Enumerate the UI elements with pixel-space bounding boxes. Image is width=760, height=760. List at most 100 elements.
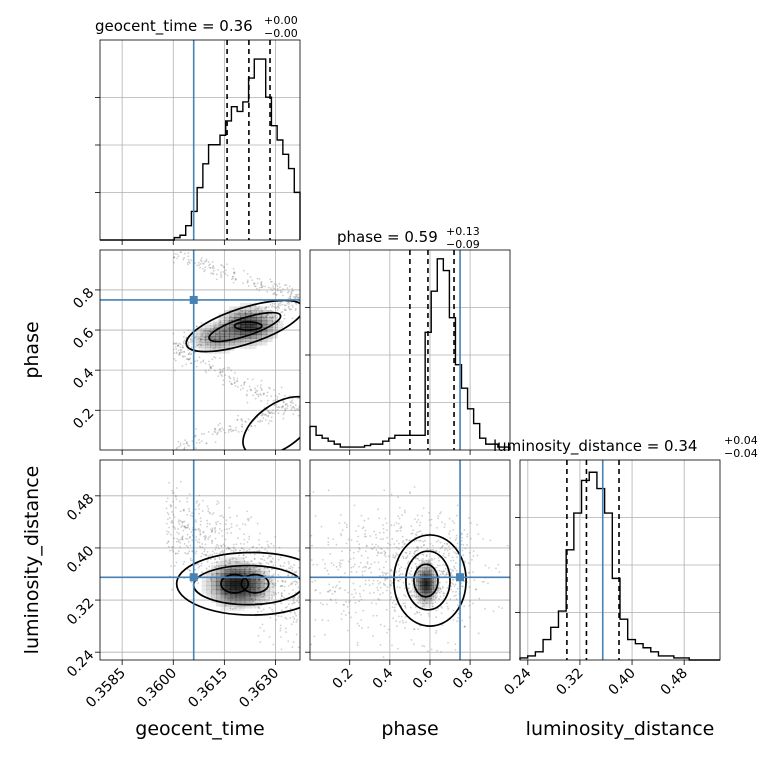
sample-point-luminosity-distance-vs-phase-main — [387, 555, 390, 558]
density-cell-luminosity-distance-vs-phase — [424, 559, 428, 564]
sample-point-luminosity-distance-vs-geocent-time — [182, 509, 185, 512]
sample-point-phase-vs-geocent-time-upper — [204, 269, 206, 271]
xtick-label-geocent-time-1: 0.3600 — [134, 665, 180, 711]
sample-point-luminosity-distance-vs-phase-main — [453, 595, 456, 598]
density-cell-phase-vs-geocent-time — [250, 324, 257, 329]
density-cell-phase-vs-geocent-time — [223, 320, 230, 325]
sample-point-luminosity-distance-vs-geocent-time — [271, 583, 274, 586]
sample-point-phase-vs-geocent-time-descending — [233, 382, 236, 385]
sample-point-luminosity-distance-vs-phase-tail — [367, 556, 369, 559]
sample-point-luminosity-distance-vs-phase-main — [442, 570, 445, 573]
sample-point-luminosity-distance-vs-phase-tail — [370, 563, 373, 566]
sample-point-luminosity-distance-vs-geocent-time — [189, 514, 192, 517]
sample-point-luminosity-distance-vs-phase-main — [425, 559, 428, 562]
sample-point-luminosity-distance-vs-geocent-time — [167, 540, 170, 543]
density-cell-phase-vs-geocent-time-b — [238, 342, 245, 346]
sample-point-phase-vs-geocent-time-middle — [295, 308, 297, 310]
sample-point-phase-vs-geocent-time-upper — [261, 285, 264, 288]
sample-point-luminosity-distance-vs-geocent-time — [188, 528, 191, 530]
density-cell-luminosity-distance-vs-geocent-time — [211, 569, 217, 574]
density-cell-luminosity-distance-vs-geocent-time-b — [226, 595, 232, 601]
sample-point-phase-vs-geocent-time-upper — [220, 274, 223, 277]
sample-point-luminosity-distance-vs-geocent-time — [169, 599, 172, 602]
sample-point-luminosity-distance-vs-phase-tail — [365, 544, 368, 547]
sample-point-luminosity-distance-vs-phase-main — [408, 583, 411, 586]
sample-point-luminosity-distance-vs-phase-main — [463, 529, 466, 531]
sample-point-luminosity-distance-vs-phase-tail — [330, 599, 332, 601]
sample-point-phase-vs-geocent-time-lower — [224, 431, 227, 434]
sample-point-luminosity-distance-vs-geocent-time — [227, 597, 230, 600]
sample-point-luminosity-distance-vs-geocent-time — [279, 627, 282, 630]
sample-point-luminosity-distance-vs-phase-tail — [346, 605, 349, 608]
sample-point-luminosity-distance-vs-phase-main — [404, 602, 407, 605]
sample-point-phase-vs-geocent-time-upper — [292, 289, 295, 292]
sample-point-luminosity-distance-vs-phase-tail — [376, 554, 379, 557]
xtick-label-geocent-time-3: 0.3630 — [236, 665, 282, 711]
sample-point-luminosity-distance-vs-geocent-time — [168, 481, 171, 484]
sample-point-phase-vs-geocent-time-lower — [214, 428, 217, 431]
sample-point-luminosity-distance-vs-phase-main — [416, 549, 419, 552]
sample-point-luminosity-distance-vs-phase-main — [416, 571, 419, 574]
sample-point-luminosity-distance-vs-geocent-time — [199, 533, 202, 535]
sample-point-luminosity-distance-vs-geocent-time — [272, 585, 275, 588]
sample-point-phase-vs-geocent-time-middle — [212, 335, 215, 338]
sample-point-luminosity-distance-vs-phase-main — [419, 573, 422, 576]
sample-point-luminosity-distance-vs-phase-main — [413, 552, 415, 555]
sample-point-luminosity-distance-vs-geocent-time — [171, 546, 174, 549]
xtick-label-luminosity-distance-2: 0.40 — [606, 665, 639, 698]
sample-point-phase-vs-geocent-time-descending — [228, 375, 231, 378]
sample-point-luminosity-distance-vs-phase-main — [446, 605, 449, 608]
sample-point-luminosity-distance-vs-phase-main — [404, 567, 407, 570]
sample-point-phase-vs-geocent-time-upper — [212, 265, 215, 267]
sample-point-luminosity-distance-vs-phase-main — [398, 517, 401, 520]
density-cell-phase-vs-geocent-time — [245, 334, 252, 339]
sample-point-luminosity-distance-vs-phase-main — [427, 650, 429, 653]
sample-point-phase-vs-geocent-time-upper — [211, 267, 214, 269]
sample-point-luminosity-distance-vs-phase-main — [452, 590, 454, 593]
sample-point-luminosity-distance-vs-geocent-time — [232, 546, 235, 549]
sample-point-phase-vs-geocent-time-descending — [240, 384, 243, 387]
sample-point-phase-vs-geocent-time-descending — [200, 361, 202, 364]
sample-point-luminosity-distance-vs-geocent-time — [258, 550, 261, 552]
sample-point-luminosity-distance-vs-phase-main — [447, 607, 450, 610]
sample-point-luminosity-distance-vs-phase-main — [441, 521, 443, 524]
sample-point-luminosity-distance-vs-phase-main — [456, 620, 458, 623]
sample-point-luminosity-distance-vs-phase-main — [407, 587, 410, 590]
sample-point-phase-vs-geocent-time-middle — [271, 316, 274, 318]
sample-point-luminosity-distance-vs-phase-main — [416, 565, 418, 568]
sample-point-luminosity-distance-vs-geocent-time — [242, 554, 245, 556]
sample-point-luminosity-distance-vs-phase-main — [441, 572, 444, 575]
sample-point-phase-vs-geocent-time-middle — [238, 313, 241, 316]
sample-point-luminosity-distance-vs-geocent-time — [232, 543, 235, 546]
density-cell-luminosity-distance-vs-geocent-time — [254, 581, 260, 587]
sample-point-phase-vs-geocent-time-descending — [217, 375, 220, 377]
density-cell-phase-vs-geocent-time — [234, 327, 241, 332]
density-cell-phase-vs-geocent-time — [234, 317, 241, 322]
sample-point-luminosity-distance-vs-phase-main — [431, 605, 434, 607]
frame-hist-luminosity-distance — [519, 459, 721, 661]
sample-point-phase-vs-geocent-time-middle — [179, 343, 182, 346]
sample-point-luminosity-distance-vs-geocent-time — [198, 538, 200, 541]
density-cell-luminosity-distance-vs-phase — [420, 592, 424, 597]
sample-point-luminosity-distance-vs-geocent-time — [185, 526, 188, 529]
sample-point-luminosity-distance-vs-geocent-time — [292, 602, 295, 605]
sample-point-luminosity-distance-vs-phase-main — [469, 600, 471, 603]
sample-point-phase-vs-geocent-time-middle — [177, 344, 180, 347]
sample-point-phase-vs-geocent-time-descending — [275, 403, 278, 406]
quantile-and-truth-layer — [100, 40, 620, 660]
sample-point-phase-vs-geocent-time-middle — [197, 344, 200, 347]
sample-point-phase-vs-geocent-time-lower — [241, 420, 244, 422]
sample-point-phase-vs-geocent-time-lower — [296, 397, 299, 400]
sample-point-phase-vs-geocent-time-middle — [261, 315, 264, 318]
title-luminosity-distance-plus: +0.04 — [724, 434, 758, 447]
sample-point-luminosity-distance-vs-geocent-time — [291, 588, 294, 591]
sample-point-phase-vs-geocent-time-lower — [245, 421, 247, 423]
sample-point-luminosity-distance-vs-geocent-time — [296, 581, 299, 584]
sample-point-luminosity-distance-vs-phase-main — [468, 571, 471, 574]
density-cell-phase-vs-geocent-time-b — [229, 333, 235, 337]
sample-point-phase-vs-geocent-time-middle — [289, 293, 292, 296]
sample-point-phase-vs-geocent-time-descending — [284, 403, 287, 406]
sample-point-luminosity-distance-vs-phase-main — [404, 587, 406, 590]
sample-point-phase-vs-geocent-time-upper — [210, 272, 213, 275]
density-cell-luminosity-distance-vs-geocent-time-b — [226, 571, 232, 576]
